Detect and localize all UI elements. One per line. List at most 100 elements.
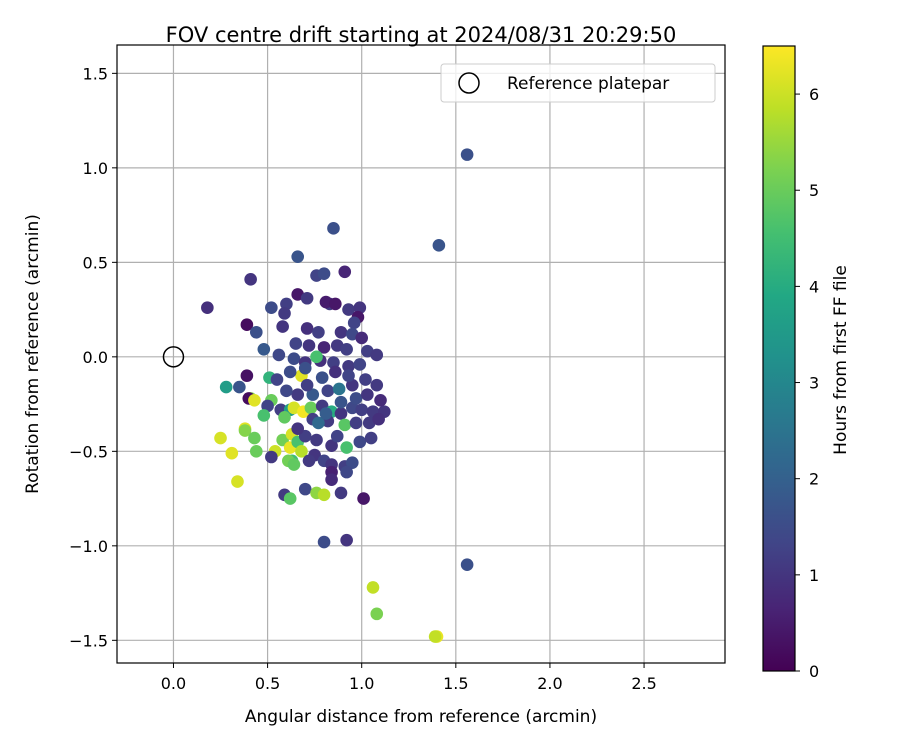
data-point	[349, 392, 363, 405]
data-point	[319, 407, 333, 420]
y-tick-label: 0.0	[83, 348, 108, 367]
data-point	[353, 301, 367, 314]
data-point	[304, 401, 318, 415]
colorbar-tick-label: 1	[809, 566, 819, 585]
data-point	[325, 473, 338, 486]
data-point	[332, 382, 346, 396]
data-point	[278, 411, 291, 424]
data-point	[233, 380, 246, 394]
data-point	[287, 458, 301, 471]
colorbar-tick-label: 0	[809, 662, 819, 681]
data-point	[249, 445, 263, 458]
data-point	[321, 384, 335, 398]
data-point	[353, 358, 367, 371]
data-point	[270, 373, 284, 386]
data-point	[327, 222, 340, 235]
data-point	[280, 297, 293, 311]
colorbar: 0 1 2 3 4 5 6 Hours from first FF file	[762, 45, 851, 681]
data-point	[325, 439, 338, 452]
data-point	[361, 388, 374, 401]
data-point	[340, 465, 353, 479]
plot-frame	[116, 44, 726, 664]
data-point	[291, 250, 305, 263]
data-point	[225, 446, 239, 460]
data-point	[300, 378, 314, 392]
data-point	[327, 356, 340, 369]
data-point	[372, 412, 385, 426]
data-point	[257, 342, 271, 356]
legend-entry-reference-platepar: Reference platepar	[507, 74, 669, 94]
data-point	[329, 297, 342, 311]
data-point	[300, 291, 314, 305]
colorbar-tick-label: 6	[809, 85, 819, 104]
colorbar-tick-label: 4	[809, 277, 819, 296]
data-point	[257, 409, 271, 422]
colorbar-tick-label: 5	[809, 181, 819, 200]
data-point	[298, 361, 312, 375]
data-point	[283, 365, 297, 379]
data-point	[249, 325, 263, 339]
data-point	[201, 301, 214, 314]
data-point	[319, 295, 333, 309]
data-point	[291, 388, 305, 401]
data-point	[276, 320, 289, 333]
x-tick-label: 2.0	[537, 674, 562, 693]
data-point	[317, 267, 331, 280]
data-point	[345, 401, 359, 415]
data-point	[317, 535, 331, 549]
y-tick-label: −1.5	[69, 631, 108, 650]
data-point	[340, 342, 353, 356]
data-point	[460, 558, 474, 572]
data-point	[295, 445, 308, 458]
data-points	[201, 148, 474, 643]
data-point	[291, 422, 305, 435]
data-point	[374, 394, 387, 407]
data-point	[370, 378, 384, 392]
reference-platepar-marker	[162, 346, 185, 368]
data-point	[345, 378, 359, 392]
data-point	[302, 454, 316, 468]
data-point	[310, 350, 323, 364]
data-point	[334, 407, 348, 420]
chart-title: FOV centre drift starting at 2024/08/31 …	[166, 23, 677, 47]
data-point	[330, 429, 344, 443]
data-point	[238, 424, 252, 437]
data-point	[334, 395, 348, 409]
data-point	[283, 492, 297, 505]
y-tick-label: 1.0	[83, 159, 108, 178]
data-point	[366, 581, 380, 594]
data-point	[214, 431, 227, 445]
data-point	[240, 369, 254, 383]
x-axis-label: Angular distance from reference (arcmin)	[245, 707, 597, 727]
data-point	[353, 435, 367, 449]
x-tick-label: 2.5	[631, 674, 656, 693]
data-point	[460, 148, 474, 161]
x-tick-label: 1.5	[443, 674, 468, 693]
data-point	[272, 348, 286, 362]
legend-box	[440, 63, 716, 103]
y-axis-label: Rotation from reference (arcmin)	[23, 214, 43, 494]
colorbar-tick-label: 3	[809, 374, 819, 393]
data-point	[334, 325, 348, 339]
data-point	[338, 418, 352, 432]
data-point	[312, 325, 325, 339]
data-point	[306, 388, 320, 401]
data-point	[359, 373, 372, 386]
data-point	[248, 431, 261, 445]
data-point	[300, 322, 314, 335]
data-point	[280, 384, 293, 398]
x-axis-ticks: 0.0 0.5 1.0 1.5 2.0 2.5	[161, 663, 657, 693]
data-point	[342, 303, 355, 316]
data-point	[287, 352, 301, 366]
colorbar-tick-label: 2	[809, 470, 819, 489]
data-point	[340, 533, 353, 547]
data-point	[357, 492, 370, 505]
data-point	[364, 431, 378, 445]
data-point	[312, 416, 325, 430]
data-point	[355, 403, 369, 417]
data-point	[432, 239, 446, 252]
colorbar-ticks: 0 1 2 3 4 5 6	[795, 85, 819, 681]
legend-reference-marker-icon	[458, 72, 480, 94]
data-point	[265, 450, 278, 464]
